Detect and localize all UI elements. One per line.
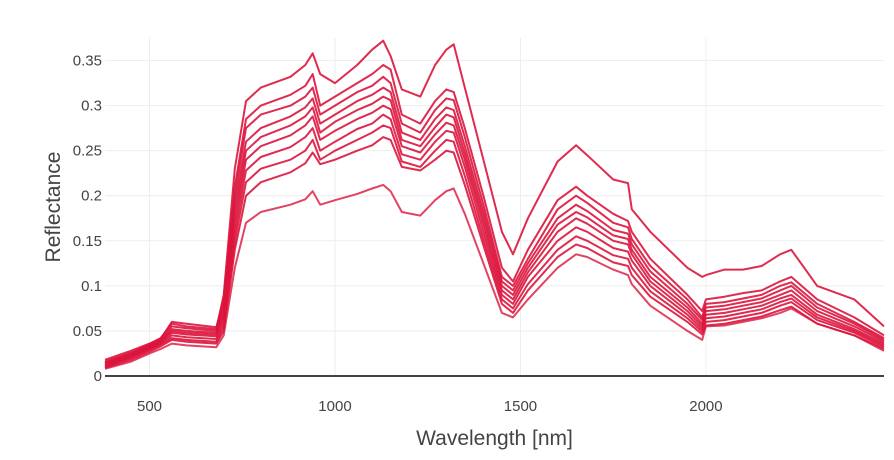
spectrum-line bbox=[104, 136, 885, 369]
y-tick-label: 0.1 bbox=[81, 278, 102, 295]
spectrum-line bbox=[104, 39, 885, 361]
x-tick-label: 1500 bbox=[504, 398, 537, 415]
y-axis-title: Reflectance bbox=[42, 152, 65, 263]
y-tick-label: 0.25 bbox=[73, 143, 102, 160]
series-lines bbox=[104, 39, 885, 370]
x-tick-labels: 500 1000 1500 2000 bbox=[137, 398, 723, 415]
x-tick-label: 1000 bbox=[318, 398, 351, 415]
spectrum-line bbox=[104, 113, 885, 368]
y-tick-label: 0.15 bbox=[73, 233, 102, 250]
x-axis-title: Wavelength [nm] bbox=[416, 427, 573, 450]
y-tick-labels: 0 0.05 0.1 0.15 0.2 0.25 0.3 0.35 bbox=[73, 53, 102, 385]
y-tick-label: 0.2 bbox=[81, 188, 102, 205]
y-tick-label: 0.35 bbox=[73, 53, 102, 70]
spectrum-line bbox=[104, 104, 885, 367]
spectrum-line bbox=[104, 124, 885, 368]
spectrum-line bbox=[104, 183, 885, 370]
x-tick-label: 500 bbox=[137, 398, 162, 415]
y-tick-label: 0.3 bbox=[81, 98, 102, 115]
x-tick-label: 2000 bbox=[689, 398, 722, 415]
y-tick-label: 0.05 bbox=[73, 323, 102, 340]
y-tick-label: 0 bbox=[94, 368, 102, 385]
